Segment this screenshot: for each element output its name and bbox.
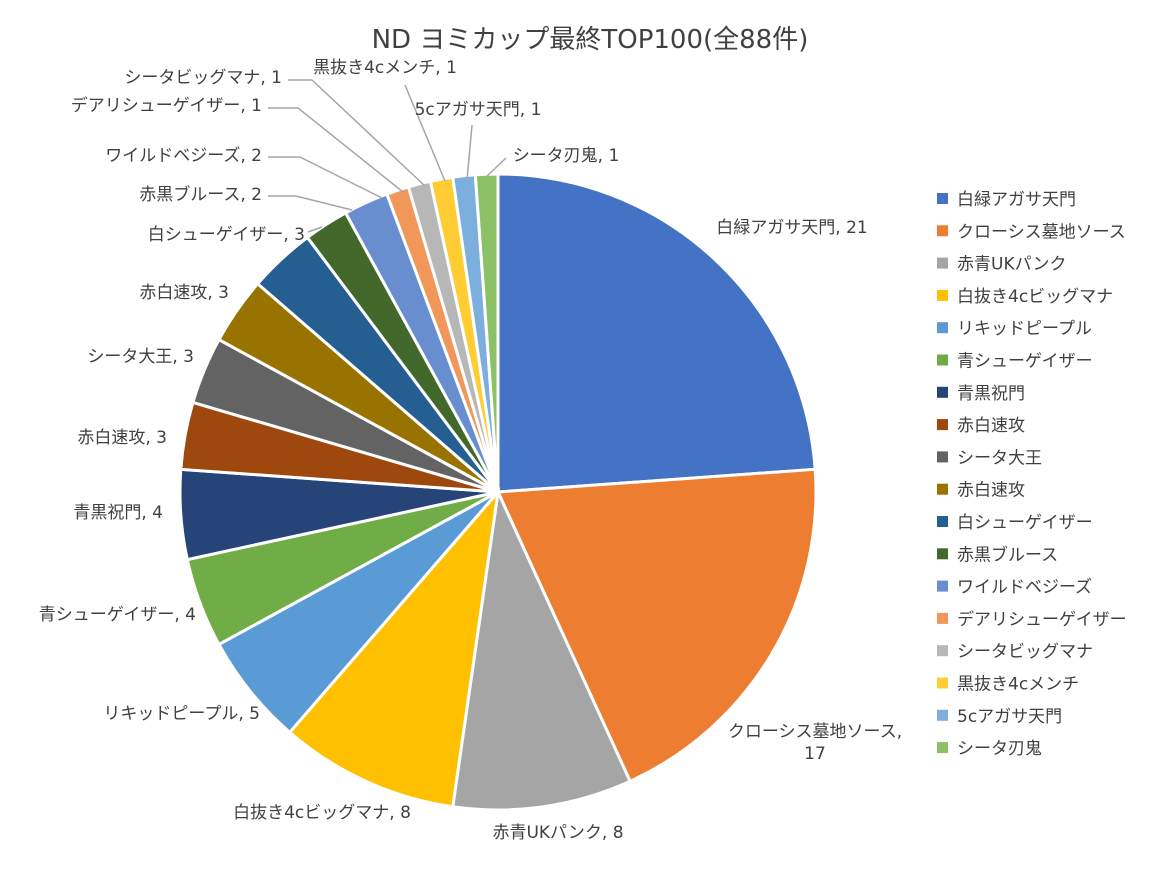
data-label-16: 黒抜き4cメンチ, 1 [313, 58, 457, 78]
legend-swatch-14 [937, 612, 948, 624]
legend-label-11: 白シューゲイザー [957, 513, 1093, 533]
legend-label-3: 赤青UKパンク [957, 255, 1066, 275]
legend-swatch-6 [937, 354, 948, 366]
legend-label-13: ワイルドベジーズ [957, 578, 1092, 598]
data-label-7: 青黒祝門, 4 [73, 503, 163, 523]
legend-label-18: シータ刃鬼 [957, 739, 1042, 759]
pie-slice-4 [287, 487, 501, 809]
data-label-18: シータ刃鬼, 1 [513, 146, 620, 166]
legend-label-6: 青シューゲイザー [957, 352, 1093, 372]
pie-slices [178, 172, 818, 812]
legend-swatch-15 [937, 645, 948, 657]
data-label-1: 白緑アガサ天門, 21 [716, 218, 867, 238]
data-label-15: シータビッグマナ, 1 [124, 68, 282, 88]
legend-swatch-5 [937, 322, 948, 334]
pie-slice-3 [451, 486, 633, 812]
legend-swatch-3 [937, 257, 948, 269]
leader-line-13 [268, 156, 383, 199]
legend-label-9: シータ大王 [957, 448, 1042, 468]
legend-label-15: シータビッグマナ [957, 642, 1093, 662]
data-label-8: 赤白速攻, 3 [77, 428, 167, 448]
data-label-13: ワイルドベジーズ, 2 [105, 146, 262, 166]
leader-line-12 [268, 195, 353, 211]
legend-swatch-2 [937, 225, 948, 237]
data-label-4: 白抜き4cビッグマナ, 8 [233, 803, 411, 823]
data-label-5: リキッドピープル, 5 [103, 704, 260, 724]
legend-swatch-11 [937, 516, 948, 527]
legend-label-12: 赤黒ブルース [957, 544, 1058, 565]
legend-label-5: リキッドピープル [957, 319, 1092, 339]
legend-label-4: 白抜き4cビッグマナ [957, 287, 1113, 307]
legend-swatch-1 [937, 193, 948, 204]
legend-swatch-16 [937, 677, 948, 689]
leader-line-14 [268, 107, 404, 193]
data-label-11: 白シューゲイザー, 3 [148, 225, 305, 245]
legend: 白緑アガサ天門クローシス墓地ソース赤青UKパンク白抜き4cビッグマナリキッドピー… [937, 190, 1127, 759]
legend-swatch-7 [937, 386, 948, 398]
pie-slice-1 [496, 172, 817, 494]
legend-label-8: 赤白速攻 [957, 416, 1025, 436]
legend-swatch-9 [937, 451, 948, 463]
data-label-10: 赤白速攻, 3 [139, 283, 229, 303]
data-label-14: デアリシューゲイザー, 1 [71, 95, 262, 116]
leader-line-11 [307, 226, 323, 233]
legend-label-16: 黒抜き4cメンチ [957, 675, 1079, 695]
legend-label-14: デアリシューゲイザー [957, 609, 1127, 630]
pie-slice-18 [473, 172, 500, 493]
data-label-17: 5cアガサ天門, 1 [415, 100, 542, 120]
chart-title: ND ヨミカップ最終TOP100(全88件) [372, 25, 809, 55]
legend-swatch-8 [937, 419, 948, 431]
legend-label-7: 青黒祝門 [957, 384, 1025, 404]
legend-label-2: クローシス墓地ソース [957, 222, 1126, 242]
leader-line-15 [288, 79, 426, 187]
legend-label-17: 5cアガサ天門 [957, 707, 1062, 727]
data-label-2: クローシス墓地ソース, 17 [728, 722, 902, 764]
data-labels: 白緑アガサ天門, 21 クローシス墓地ソース, 17 赤青UKパンク, 8 白抜き4cビ… [39, 58, 902, 843]
leader-line-17 [466, 124, 473, 181]
data-label-3: 赤青UKパンク, 8 [492, 823, 623, 843]
legend-swatch-12 [937, 548, 948, 560]
legend-label-1: 白緑アガサ天門 [957, 190, 1076, 210]
legend-swatch-18 [937, 742, 948, 754]
leader-lines [268, 79, 507, 233]
legend-swatch-13 [937, 580, 948, 592]
data-label-6: 青シューゲイザー, 4 [39, 605, 196, 625]
legend-swatch-10 [937, 483, 948, 495]
data-label-9: シータ大王, 3 [87, 347, 194, 367]
data-label-12: 赤黒ブルース, 2 [139, 184, 262, 205]
legend-swatch-17 [937, 709, 948, 721]
leader-line-18 [485, 157, 507, 178]
pie-slice-2 [495, 467, 818, 784]
legend-label-10: 赤白速攻 [957, 481, 1025, 501]
leader-line-16 [404, 84, 446, 182]
legend-swatch-4 [937, 289, 948, 301]
